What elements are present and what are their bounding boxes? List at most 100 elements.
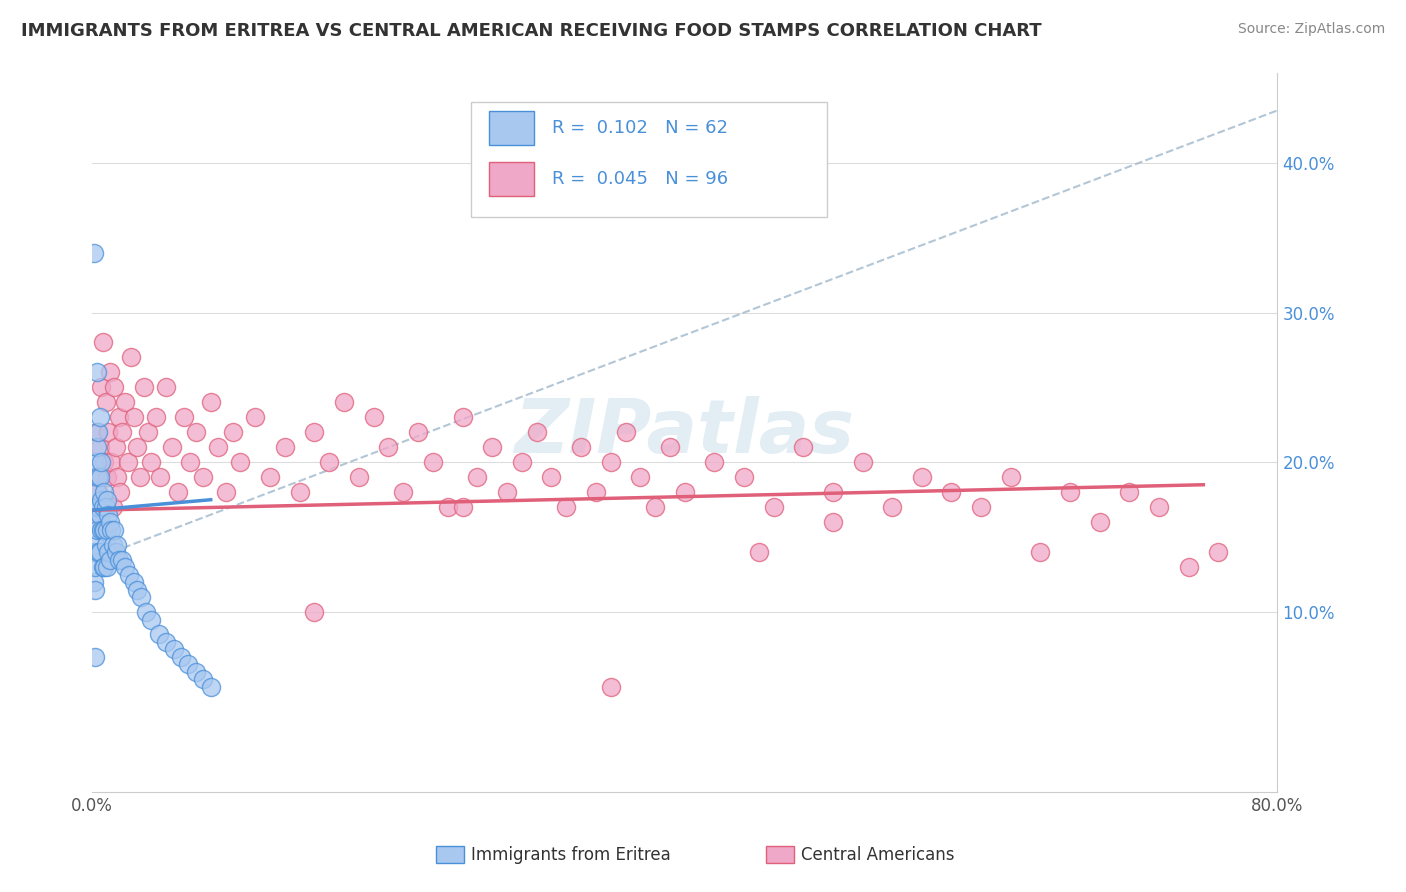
- Point: [87, 485, 110, 500]
- FancyBboxPatch shape: [471, 102, 827, 217]
- Point: [91, 335, 114, 350]
- Point: [89, 545, 111, 559]
- Point: [93, 485, 115, 500]
- Point: [84, 538, 107, 552]
- Point: [125, 582, 148, 597]
- Point: [91, 523, 114, 537]
- Point: [214, 485, 236, 500]
- Point: [179, 455, 201, 469]
- Point: [193, 673, 215, 687]
- Point: [87, 500, 110, 515]
- Point: [792, 440, 814, 454]
- Point: [555, 500, 578, 515]
- Point: [540, 470, 562, 484]
- Point: [614, 425, 637, 440]
- Point: [132, 380, 155, 394]
- Point: [104, 545, 127, 559]
- Point: [97, 508, 120, 522]
- Point: [148, 627, 170, 641]
- Point: [111, 552, 134, 566]
- Point: [155, 380, 177, 394]
- Point: [243, 410, 266, 425]
- Text: Central Americans: Central Americans: [801, 847, 955, 864]
- Point: [83, 245, 105, 260]
- Point: [97, 545, 120, 559]
- Point: [93, 560, 115, 574]
- Point: [89, 508, 111, 522]
- Point: [125, 440, 148, 454]
- Text: R =  0.045   N = 96: R = 0.045 N = 96: [553, 169, 728, 188]
- Point: [138, 425, 160, 440]
- Point: [86, 440, 108, 454]
- Point: [90, 523, 112, 537]
- Point: [129, 590, 152, 604]
- Point: [91, 560, 114, 574]
- Point: [105, 538, 128, 552]
- Point: [90, 455, 112, 469]
- Point: [155, 635, 177, 649]
- Point: [98, 552, 121, 566]
- Point: [392, 485, 415, 500]
- Point: [103, 380, 125, 394]
- Text: ZIPatlas: ZIPatlas: [515, 396, 855, 469]
- Point: [347, 470, 370, 484]
- Point: [90, 380, 112, 394]
- Point: [177, 657, 200, 672]
- Point: [93, 455, 115, 469]
- Point: [94, 500, 117, 515]
- Point: [170, 649, 193, 664]
- Point: [114, 395, 136, 409]
- Point: [526, 425, 548, 440]
- Point: [98, 515, 121, 529]
- Point: [86, 366, 108, 380]
- Point: [599, 455, 621, 469]
- Point: [89, 440, 111, 454]
- Point: [96, 523, 118, 537]
- Point: [83, 515, 105, 529]
- Point: [84, 515, 107, 529]
- Point: [377, 440, 399, 454]
- Point: [1088, 515, 1111, 529]
- Point: [87, 545, 110, 559]
- Point: [101, 500, 124, 515]
- Point: [422, 455, 444, 469]
- Text: IMMIGRANTS FROM ERITREA VS CENTRAL AMERICAN RECEIVING FOOD STAMPS CORRELATION CH: IMMIGRANTS FROM ERITREA VS CENTRAL AMERI…: [21, 22, 1042, 40]
- Point: [96, 470, 118, 484]
- Point: [406, 425, 429, 440]
- Point: [96, 492, 118, 507]
- Text: R =  0.102   N = 62: R = 0.102 N = 62: [553, 120, 728, 137]
- Point: [274, 440, 297, 454]
- Point: [184, 665, 207, 679]
- FancyBboxPatch shape: [489, 161, 534, 196]
- Point: [644, 500, 666, 515]
- Point: [96, 560, 118, 574]
- Point: [200, 680, 222, 694]
- Point: [304, 425, 326, 440]
- Point: [97, 425, 120, 440]
- Point: [762, 500, 785, 515]
- Point: [821, 515, 844, 529]
- Point: [149, 470, 172, 484]
- Point: [114, 560, 136, 574]
- Point: [510, 455, 533, 469]
- Point: [93, 523, 115, 537]
- Text: Immigrants from Eritrea: Immigrants from Eritrea: [471, 847, 671, 864]
- Point: [173, 410, 195, 425]
- Point: [108, 552, 131, 566]
- Point: [184, 425, 207, 440]
- Point: [108, 410, 131, 425]
- Point: [105, 470, 128, 484]
- Point: [193, 470, 215, 484]
- Point: [585, 485, 607, 500]
- Point: [911, 470, 934, 484]
- Point: [86, 485, 108, 500]
- Point: [821, 485, 844, 500]
- Point: [569, 440, 592, 454]
- Point: [200, 395, 222, 409]
- Point: [84, 649, 107, 664]
- Point: [1029, 545, 1052, 559]
- Point: [229, 455, 252, 469]
- Point: [288, 485, 311, 500]
- FancyBboxPatch shape: [489, 111, 534, 145]
- Point: [882, 500, 904, 515]
